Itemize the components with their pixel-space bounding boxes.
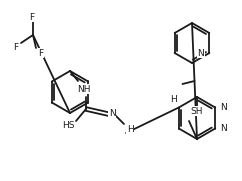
Text: NH: NH (77, 85, 91, 94)
Text: SH: SH (191, 106, 203, 115)
Text: N: N (197, 49, 204, 58)
Text: F: F (14, 43, 19, 52)
Text: N: N (220, 124, 227, 133)
Text: F: F (38, 49, 44, 58)
Text: HS: HS (62, 121, 74, 129)
Text: H: H (127, 125, 133, 134)
Text: N: N (220, 103, 227, 112)
Text: N: N (109, 110, 115, 119)
Text: F: F (30, 12, 35, 22)
Text: H: H (170, 95, 177, 104)
